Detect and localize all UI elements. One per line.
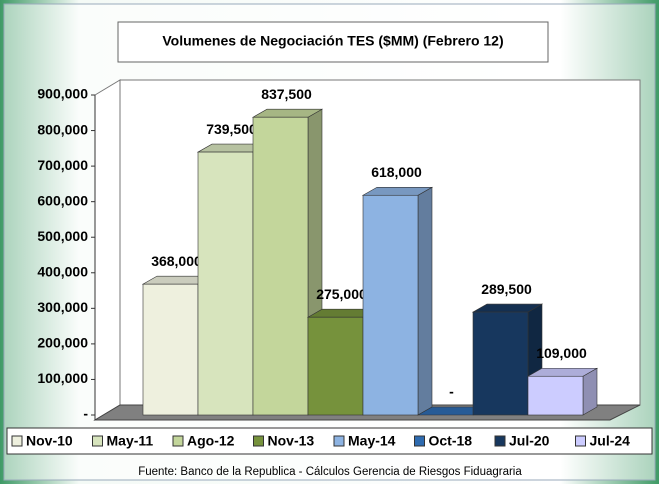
legend-swatch [11,435,23,447]
bar [362,194,419,416]
legend-label: Oct-18 [429,433,473,449]
legend-label: Jul-24 [590,433,631,449]
y-tick-label: - [83,406,88,422]
legend-label: Nov-10 [26,433,73,449]
y-tick-label: 600,000 [37,192,88,208]
bar [307,316,364,416]
y-tick-label: 300,000 [37,299,88,315]
y-tick-label: 500,000 [37,228,88,244]
title-box [117,21,549,63]
y-tick-label: 200,000 [37,335,88,351]
legend-label: Jul-20 [509,433,550,449]
bar [472,311,529,416]
chart-title: Volumenes de Negociación TES ($MM) (Febr… [162,33,503,49]
bar [197,151,254,416]
y-tick-label: 800,000 [37,121,88,137]
legend-label: Nov-13 [268,433,315,449]
bar [527,375,584,416]
bar-side [417,186,433,416]
value-label: 368,000 [151,253,202,269]
left-wall [94,79,121,421]
y-tick-label: 400,000 [37,263,88,279]
value-label: 739,500 [206,121,257,137]
legend-swatch [172,435,184,447]
value-label: 837,500 [261,86,312,102]
legend-swatch [92,435,103,447]
bar [142,283,199,416]
y-tick-label: 700,000 [37,157,88,173]
legend-swatch [333,435,345,447]
legend-label: May-14 [348,433,396,449]
legend-swatch [414,435,425,447]
source-note: Fuente: Banco de la Republica - Cálculos… [138,466,522,478]
value-label: 109,000 [536,345,587,361]
legend-swatch [494,435,506,447]
y-tick-label: 900,000 [37,86,88,102]
legend-label: Ago-12 [187,433,235,449]
y-tick-label: 100,000 [37,370,88,386]
bar [252,116,309,416]
value-label: 618,000 [371,164,422,180]
legend-label: May-11 [107,433,154,449]
value-label: 275,000 [316,286,367,302]
legend-swatch [253,435,264,447]
legend-swatch [575,435,586,447]
value-label: - [449,384,454,400]
value-label: 289,500 [481,281,532,297]
legend [6,427,653,455]
